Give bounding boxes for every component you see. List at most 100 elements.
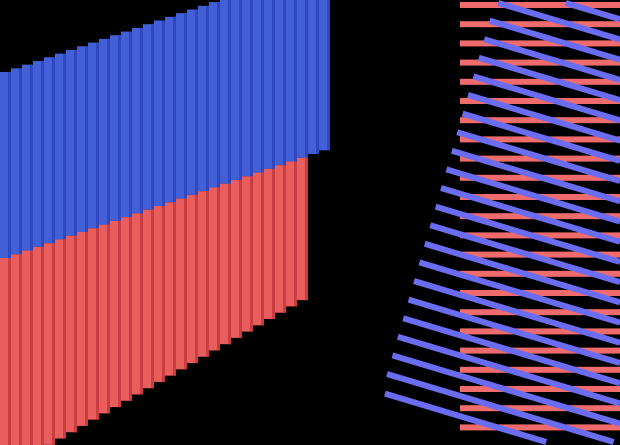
blue-ridge: [231, 0, 242, 181]
ridged-block: [0, 0, 330, 445]
red-ridge: [187, 194, 198, 364]
blue-ridge: [143, 24, 154, 210]
blue-ridge: [286, 0, 297, 162]
red-ridge: [44, 243, 55, 445]
red-ridge-shadow: [30, 250, 33, 445]
blue-diagonal-stripe: [429, 222, 620, 286]
blue-ridge: [55, 53, 66, 240]
red-stripe: [460, 117, 620, 124]
red-stripe: [460, 405, 620, 412]
blue-ridge: [154, 20, 165, 207]
red-ridge-shadow: [239, 180, 242, 338]
blue-ridge: [308, 0, 319, 155]
red-stripe: [460, 424, 620, 431]
red-stripe: [460, 328, 620, 335]
red-ridge-shadow: [217, 187, 220, 351]
red-stripe: [460, 386, 620, 392]
blue-ridge-shadow: [140, 27, 143, 214]
blue-ridge-shadow: [305, 0, 308, 158]
red-ridge-shadow: [173, 202, 176, 376]
blue-ridge-shadow: [327, 0, 330, 151]
red-ridge-shadow: [63, 239, 66, 439]
blue-diagonal-stripe: [440, 185, 620, 245]
red-ridge: [77, 232, 88, 426]
red-ridge: [286, 161, 297, 307]
blue-ridge-shadow: [184, 13, 187, 199]
red-ridge-shadow: [151, 209, 154, 389]
blue-diagonal-stripe: [434, 203, 620, 265]
blue-diagonal-stripe: [386, 371, 615, 445]
red-stripe: [460, 290, 620, 296]
blue-ridge-shadow: [129, 31, 132, 218]
blue-diagonal-stripe: [445, 166, 620, 225]
red-ridge: [11, 254, 22, 445]
red-ridge-shadow: [8, 258, 11, 445]
red-stripe: [460, 59, 620, 66]
red-ridge-shadow: [107, 224, 110, 414]
red-stripe: [460, 40, 620, 47]
blue-ridge: [66, 49, 77, 236]
blue-ridge-shadow: [239, 0, 242, 181]
red-stripe: [460, 98, 620, 104]
red-stripe: [460, 21, 620, 28]
red-ridge-shadow: [272, 168, 275, 320]
blue-diagonal-stripe: [467, 92, 620, 144]
blue-ridge-shadow: [118, 35, 121, 221]
red-ridge-shadow: [85, 232, 88, 426]
blue-ridge-shadow: [250, 0, 253, 177]
blue-ridge: [165, 16, 176, 203]
red-ridge: [22, 250, 33, 445]
blue-ridge-shadow: [63, 53, 66, 240]
red-ridge-shadow: [294, 161, 297, 307]
blue-ridge-shadow: [74, 49, 77, 236]
blue-diagonal-stripe: [391, 352, 620, 427]
blue-ridge-shadow: [162, 20, 165, 207]
blue-ridge: [275, 0, 286, 166]
red-ridge: [33, 246, 44, 445]
red-ridge-shadow: [74, 235, 77, 433]
blue-ridge-shadow: [283, 0, 286, 166]
blue-ridge: [209, 2, 220, 188]
red-ridge: [121, 217, 132, 401]
red-ridge-shadow: [162, 206, 165, 382]
red-ridge: [165, 202, 176, 376]
red-ridge-shadow: [250, 176, 253, 332]
red-ridge: [220, 183, 231, 345]
red-stripe: [460, 2, 620, 8]
red-ridge-shadow: [140, 213, 143, 395]
red-ridge-shadow: [195, 194, 198, 364]
red-ridge-shadow: [184, 198, 187, 370]
blue-ridge-shadow: [316, 0, 319, 155]
red-ridge: [297, 157, 308, 301]
red-ridge: [88, 228, 99, 420]
blue-diagonal-stripe: [396, 333, 620, 407]
blue-ridge: [264, 0, 275, 169]
red-stripe: [460, 270, 620, 277]
blue-ridge: [88, 42, 99, 229]
red-ridge-shadow: [261, 172, 264, 326]
blue-ridge: [253, 0, 264, 173]
red-ridge: [99, 224, 110, 414]
red-ridge: [132, 213, 143, 395]
red-ridge: [66, 235, 77, 433]
blue-ridge-shadow: [52, 57, 55, 244]
blue-ridge: [77, 46, 88, 233]
blue-ridge-shadow: [206, 5, 209, 192]
red-ridge-shadow: [118, 220, 121, 408]
blue-ridge-shadow: [41, 60, 44, 247]
red-ridge-shadow: [19, 254, 22, 445]
blue-ridge: [33, 60, 44, 247]
red-ridge: [198, 191, 209, 357]
blue-ridge: [187, 9, 198, 195]
blue-diagonal-stripe: [497, 0, 620, 43]
blue-ridge: [242, 0, 253, 177]
red-stripe: [460, 347, 620, 354]
red-ridge-shadow: [129, 217, 132, 401]
blue-ridge-shadow: [96, 42, 99, 229]
red-stripe: [460, 366, 620, 373]
blue-ridge: [22, 64, 33, 251]
red-stripe: [460, 309, 620, 316]
red-ridge: [231, 180, 242, 338]
blue-diagonal-stripe: [407, 296, 620, 366]
